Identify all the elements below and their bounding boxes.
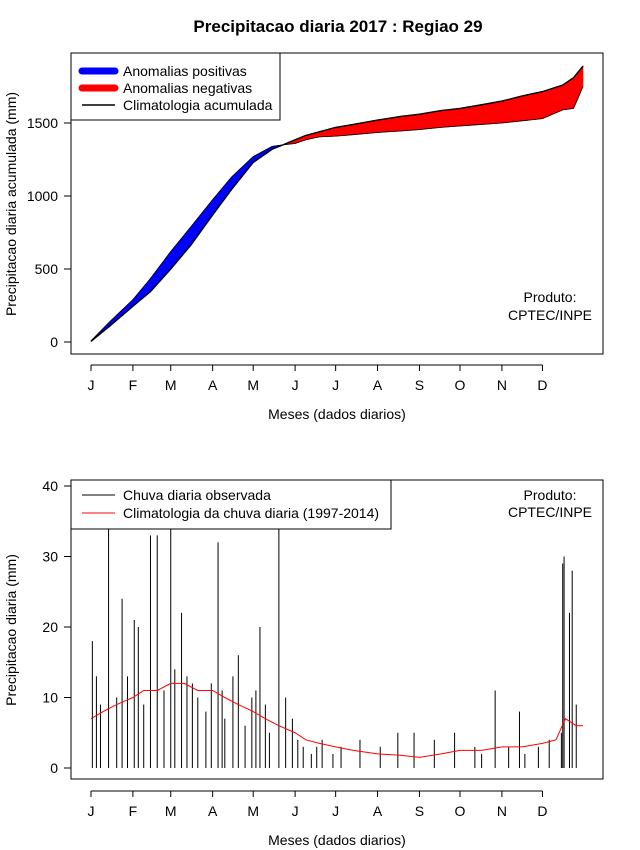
legend-label-negative: Anomalias negativas <box>123 80 252 96</box>
y-tick-label: 500 <box>35 261 59 277</box>
daily-x-label: Meses (dados diarios) <box>268 832 406 848</box>
daily-plot-area <box>90 514 583 768</box>
x-tick-label: J <box>332 803 339 819</box>
x-tick-label: N <box>497 377 507 393</box>
x-tick-label: J <box>88 377 95 393</box>
x-tick-label: S <box>415 803 424 819</box>
x-tick-label: O <box>455 803 466 819</box>
daily-panel: J F M A M J J A S O N D 0 10 20 30 40 Meses (dados diar… <box>3 478 604 848</box>
x-tick-label: M <box>165 803 177 819</box>
x-tick-label: J <box>292 377 299 393</box>
x-tick-label: A <box>373 377 383 393</box>
cumulative-legend: Anomalias positivas Anomalias negativas … <box>70 52 281 121</box>
legend-label-clim-daily: Climatologia da chuva diaria (1997-2014) <box>123 505 379 521</box>
y-tick-label: 10 <box>42 690 58 706</box>
daily-legend-box <box>70 479 392 530</box>
y-tick-label: 30 <box>42 549 58 565</box>
x-tick-label: A <box>208 803 218 819</box>
figure-title: Precipitacao diaria 2017 : Regiao 29 <box>193 17 482 36</box>
daily-y-axis: 0 10 20 30 40 <box>42 478 72 776</box>
x-tick-label: M <box>247 803 259 819</box>
x-tick-label: N <box>497 803 507 819</box>
daily-y-label: Precipitacao diaria (mm) <box>3 554 19 706</box>
cumulative-panel: J F M A M J J A S O N D 0 500 1000 1500 Meses (dados d… <box>3 52 604 422</box>
climatology-daily-line <box>90 682 583 758</box>
x-tick-label: M <box>165 377 177 393</box>
legend-label-observed: Chuva diaria observada <box>123 487 271 503</box>
y-tick-label: 0 <box>50 334 58 350</box>
observed-cumulative-line <box>90 86 584 342</box>
y-tick-label: 20 <box>42 619 58 635</box>
daily-legend: Chuva diaria observada Climatologia da c… <box>70 479 392 530</box>
climatology-cumulative-line <box>90 65 584 342</box>
x-tick-label: J <box>332 377 339 393</box>
y-tick-label: 40 <box>42 478 58 494</box>
x-tick-label: A <box>373 803 383 819</box>
y-tick-label: 1000 <box>27 188 58 204</box>
cumulative-plot-area <box>90 65 584 342</box>
x-tick-label: D <box>537 377 547 393</box>
x-tick-label: D <box>537 803 547 819</box>
x-tick-label: J <box>88 803 95 819</box>
x-tick-label: F <box>129 803 138 819</box>
cumulative-x-label: Meses (dados diarios) <box>268 406 406 422</box>
product-label-line1: Produto: <box>524 487 577 503</box>
product-label-line2: CPTEC/INPE <box>508 504 592 520</box>
x-tick-label: M <box>247 377 259 393</box>
x-tick-label: S <box>415 377 424 393</box>
x-tick-label: F <box>129 377 138 393</box>
product-label-line1: Produto: <box>524 289 577 305</box>
x-tick-label: O <box>455 377 466 393</box>
product-label-line2: CPTEC/INPE <box>508 307 592 323</box>
cumulative-y-axis: 0 500 1000 1500 <box>27 115 72 350</box>
y-tick-label: 0 <box>50 760 58 776</box>
x-tick-label: J <box>292 803 299 819</box>
cumulative-y-label: Precipitacao diaria acumulada (mm) <box>3 92 19 316</box>
negative-anomaly-area <box>282 65 584 146</box>
y-tick-label: 1500 <box>27 115 58 131</box>
x-tick-label: A <box>208 377 218 393</box>
legend-label-positive: Anomalias positivas <box>123 63 247 79</box>
legend-label-climatology: Climatologia acumulada <box>123 97 273 113</box>
